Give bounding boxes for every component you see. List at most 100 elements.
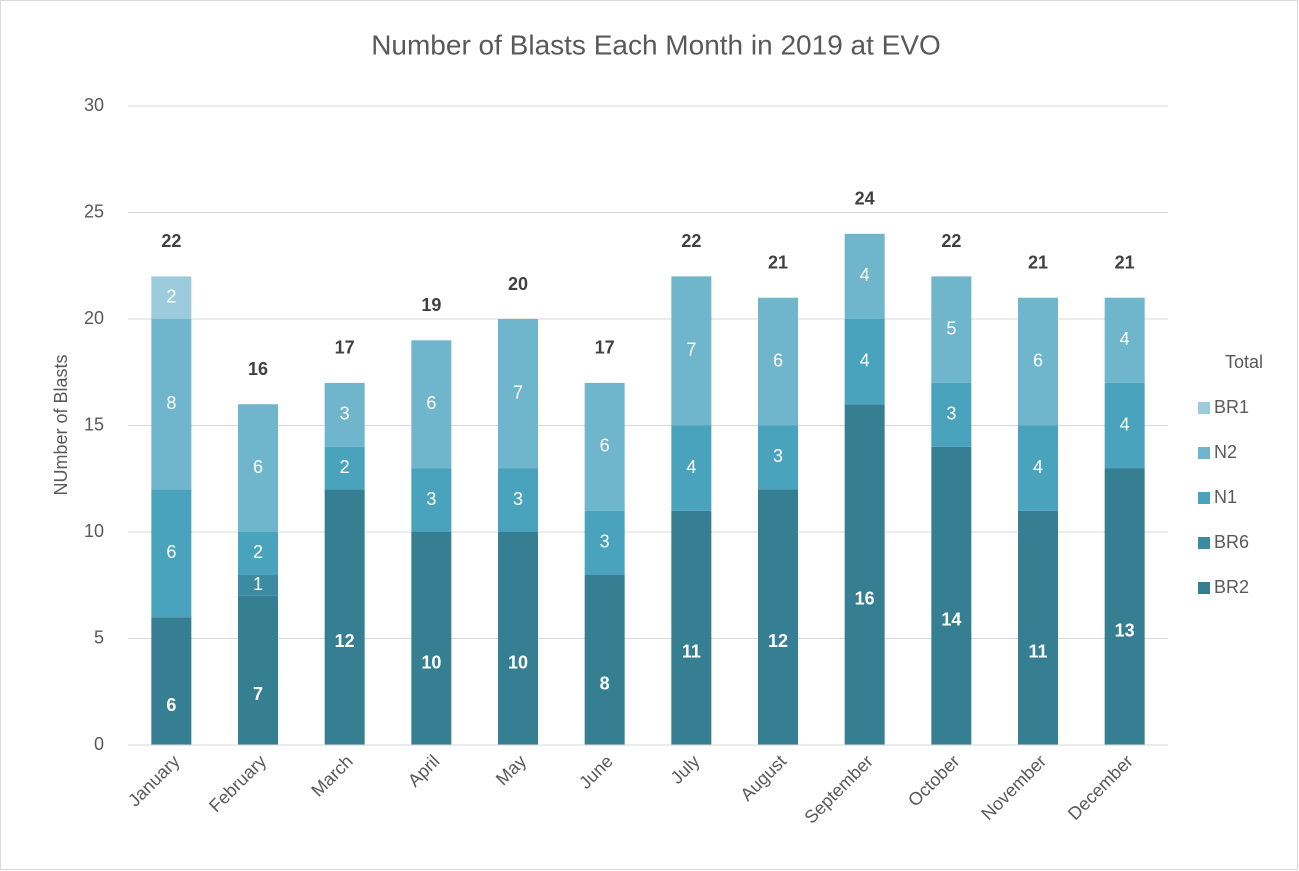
bar-segment	[324, 489, 365, 745]
y-tick-label: 5	[94, 627, 104, 647]
data-label: 4	[686, 457, 696, 477]
data-label: 7	[513, 382, 523, 402]
y-axis-label: NUmber of Blasts	[51, 354, 71, 495]
bar-segment	[238, 532, 278, 575]
y-tick-label: 10	[84, 521, 104, 541]
legend-label: BR6	[1214, 532, 1249, 552]
total-label: 21	[768, 252, 788, 272]
bar-segment	[758, 297, 798, 426]
y-tick-label: 0	[94, 734, 104, 754]
data-label: 6	[773, 350, 783, 370]
bar-segment	[671, 510, 712, 745]
data-label: 11	[1028, 642, 1047, 662]
data-label: 3	[340, 404, 350, 424]
data-label: 2	[253, 542, 263, 562]
y-tick-label: 25	[84, 201, 104, 221]
total-label: 16	[248, 359, 268, 379]
data-label: 6	[166, 695, 176, 715]
data-label: 7	[686, 340, 696, 360]
bar-segment	[584, 574, 625, 745]
legend-swatch	[1198, 537, 1210, 549]
total-label: 20	[508, 274, 528, 294]
chart-title: Number of Blasts Each Month in 2019 at E…	[371, 29, 941, 60]
legend-swatch	[1198, 447, 1210, 459]
data-label: 6	[1033, 350, 1043, 370]
legend-label: BR1	[1214, 397, 1249, 417]
y-tick-label: 15	[84, 414, 104, 434]
data-label: 6	[600, 436, 610, 456]
bar-segment	[498, 532, 538, 745]
bar-segment	[1104, 297, 1145, 383]
bar-segment	[844, 319, 885, 405]
bar-segment	[671, 276, 712, 426]
bar-segment	[151, 276, 192, 319]
data-label: 2	[340, 457, 350, 477]
total-label: 19	[421, 295, 441, 315]
bar-segment	[844, 233, 885, 319]
bar-segment	[151, 617, 192, 745]
total-label: 21	[1115, 252, 1135, 272]
bar-segment	[411, 468, 452, 532]
data-label: 6	[166, 542, 176, 562]
legend-label: BR2	[1214, 577, 1249, 597]
bar-segment	[151, 319, 192, 490]
bar-segment	[584, 510, 625, 575]
bar-segment	[671, 425, 712, 511]
total-label: 17	[335, 338, 355, 358]
data-label: 7	[253, 684, 263, 704]
legend-swatch	[1198, 492, 1210, 504]
data-label: 5	[946, 318, 956, 338]
data-label: 16	[855, 588, 875, 608]
bar-segment	[758, 489, 798, 745]
bar-segment	[238, 404, 278, 532]
bar-segment	[758, 425, 798, 490]
bar-segment	[151, 489, 192, 618]
bar-segment	[931, 446, 972, 745]
data-label: 3	[773, 446, 783, 466]
total-label: 17	[595, 338, 615, 358]
total-label: 21	[1028, 252, 1048, 272]
data-label: 2	[166, 286, 176, 306]
bar-segment	[931, 276, 972, 383]
legend-swatch	[1198, 582, 1210, 594]
data-label: 11	[682, 642, 701, 662]
bar-segment	[238, 595, 278, 745]
data-label: 8	[600, 674, 610, 694]
data-label: 3	[513, 489, 523, 509]
data-label: 6	[253, 457, 263, 477]
data-label: 4	[1120, 329, 1130, 349]
legend-swatch	[1198, 402, 1210, 414]
bar-segment	[324, 382, 365, 447]
bar-segment	[238, 574, 278, 596]
bar-segment	[324, 446, 365, 490]
y-tick-label: 30	[84, 95, 104, 115]
bar-segment	[411, 340, 452, 469]
legend-label: Total	[1225, 352, 1263, 372]
bar-segment	[844, 404, 885, 745]
data-label: 8	[166, 393, 176, 413]
data-label: 14	[941, 610, 961, 630]
data-label: 1	[253, 574, 263, 594]
total-label: 22	[161, 231, 181, 251]
bar-segment	[584, 382, 625, 511]
data-label: 4	[860, 350, 870, 370]
data-label: 6	[426, 393, 436, 413]
bar-segment	[1018, 425, 1058, 511]
data-label: 4	[1120, 414, 1130, 434]
data-label: 3	[600, 531, 610, 551]
legend-label: N1	[1214, 487, 1237, 507]
bar-segment	[411, 532, 452, 745]
data-label: 4	[860, 265, 870, 285]
bar-segment	[1104, 468, 1145, 745]
bar-segment	[1018, 510, 1058, 745]
data-label: 12	[335, 631, 355, 651]
data-label: 10	[508, 652, 528, 672]
bar-segment	[498, 319, 538, 469]
data-label: 12	[768, 631, 788, 651]
total-label: 22	[941, 231, 961, 251]
bar-segment	[1104, 382, 1145, 469]
legend-label: N2	[1214, 442, 1237, 462]
